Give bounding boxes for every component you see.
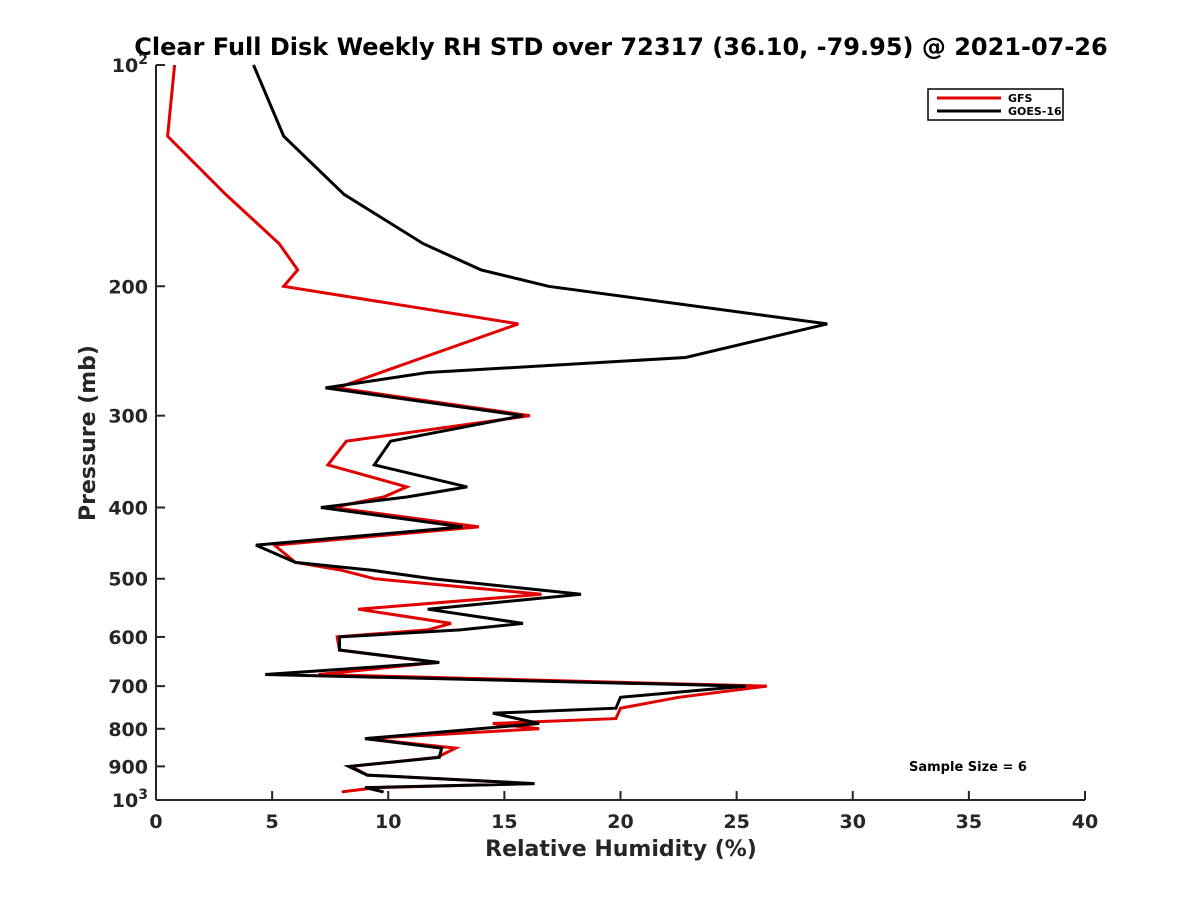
legend-box [927, 88, 1064, 121]
y-tick-label: 102 [112, 52, 148, 77]
plot-area [166, 64, 828, 794]
series-line-goes-16 [252, 64, 828, 794]
y-tick-label: 300 [108, 406, 148, 428]
x-tick-label: 25 [723, 811, 749, 833]
sample-size-annotation: Sample Size = 6 [909, 760, 1027, 775]
x-tick-label: 20 [607, 811, 633, 833]
x-tick-label: 0 [149, 811, 162, 833]
x-tick-label: 15 [491, 811, 517, 833]
y-tick-label: 400 [108, 498, 148, 520]
x-tick-label: 35 [956, 811, 982, 833]
x-tick-label: 40 [1072, 811, 1098, 833]
y-tick-label: 700 [108, 676, 148, 698]
legend-entry-label: GOES-16 [1008, 105, 1062, 118]
x-tick-label: 30 [840, 811, 866, 833]
y-tick-label: 800 [108, 719, 148, 741]
y-tick-label: 200 [108, 276, 148, 298]
y-axis-label: Pressure (mb) [76, 345, 101, 521]
axes: 0 5 10 15 20 25 30 35 40 102 200 300 400 500 600 700 800… [108, 52, 1098, 833]
y-tick-label: 103 [112, 787, 148, 812]
chart-title: Clear Full Disk Weekly RH STD over 72317… [134, 33, 1107, 61]
y-tick-label: 500 [108, 569, 148, 591]
x-axis-label: Relative Humidity (%) [485, 837, 757, 862]
y-tick-label: 900 [108, 756, 148, 778]
y-tick-label: 600 [108, 627, 148, 649]
x-tick-label: 10 [375, 811, 401, 833]
legend-entry-label: GFS [1008, 92, 1033, 105]
x-tick-label: 5 [266, 811, 279, 833]
